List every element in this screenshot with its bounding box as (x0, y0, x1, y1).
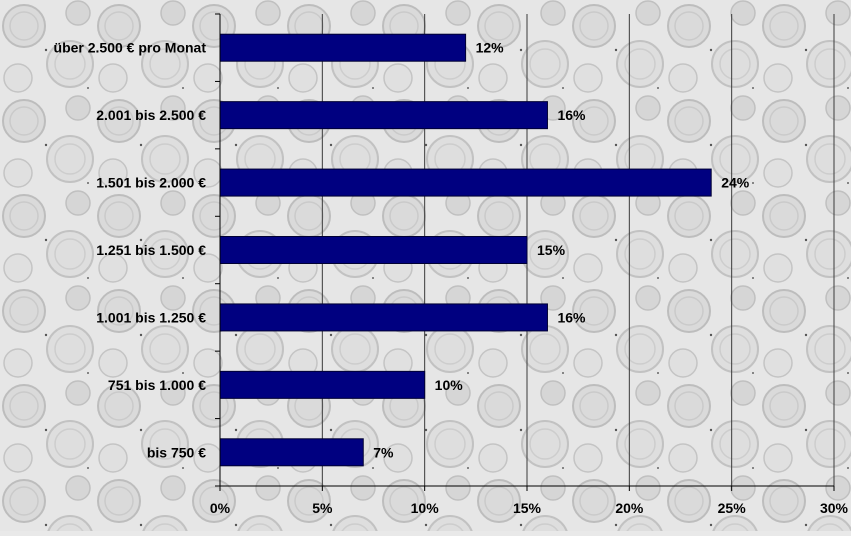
data-label: 12% (476, 40, 505, 56)
category-labels: über 2.500 € pro Monat 2.001 bis 2.500 € 1… (54, 40, 207, 461)
category-label: 1.501 bis 2.000 € (96, 175, 206, 191)
x-tick-label: 5% (312, 500, 333, 516)
data-label: 16% (557, 107, 586, 123)
category-label: 1.251 bis 1.500 € (96, 242, 206, 258)
bar (219, 33, 467, 62)
category-label: 2.001 bis 2.500 € (96, 107, 206, 123)
data-label: 10% (435, 377, 464, 393)
category-label: über 2.500 € pro Monat (54, 40, 207, 56)
bar (219, 370, 426, 399)
bar (219, 101, 548, 130)
data-label: 7% (373, 444, 394, 460)
category-label: 751 bis 1.000 € (108, 377, 206, 393)
x-tick-label: 25% (718, 500, 747, 516)
category-label: 1.001 bis 1.250 € (96, 309, 206, 325)
x-tick-label: 30% (820, 500, 849, 516)
bar (219, 168, 712, 197)
bar (219, 236, 528, 264)
bar (219, 438, 364, 467)
data-label: 24% (721, 175, 750, 191)
bar (219, 303, 548, 332)
value-labels: 12% 16% 24% 15% 16% 10% 7% (373, 40, 750, 461)
x-tick-label: 10% (411, 500, 440, 516)
data-label: 15% (537, 242, 566, 258)
x-axis: 0% 5% 10% 15% 20% 25% 30% (210, 13, 849, 516)
x-tick-label: 15% (513, 500, 542, 516)
x-tick-label: 20% (615, 500, 644, 516)
x-tick-label: 0% (210, 500, 231, 516)
bars (219, 33, 712, 467)
category-label: bis 750 € (147, 444, 206, 460)
data-label: 16% (557, 309, 586, 325)
